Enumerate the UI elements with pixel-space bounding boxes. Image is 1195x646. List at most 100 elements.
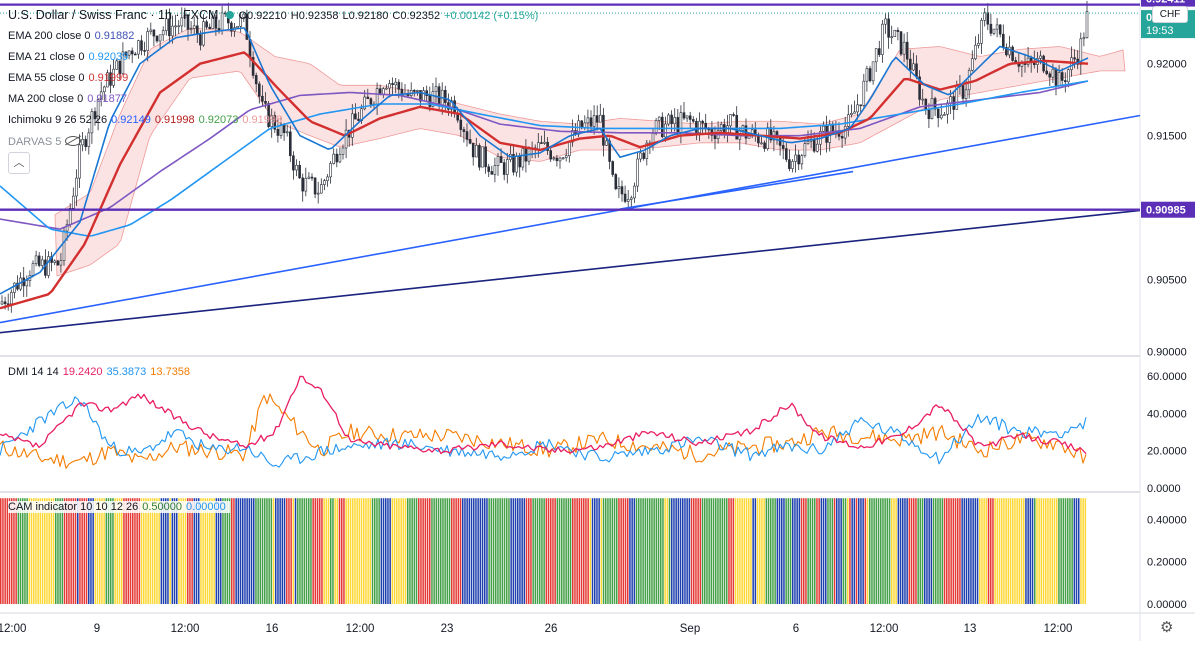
cam-bar [972,498,974,604]
cam-bar [708,498,710,604]
collapse-legend-button[interactable]: ︿ [8,152,30,174]
cam-bar [587,498,589,604]
cam-bar [906,498,908,604]
candle-body [1085,11,1089,38]
legend-ema55[interactable]: EMA 55 close 0 0.91999 [8,72,132,84]
cam-bar [635,498,638,604]
cam-bar [22,498,24,604]
cam-bar [198,498,200,604]
candle-body [840,136,844,139]
legend-ema200[interactable]: EMA 200 close 0 0.91882 [8,30,138,42]
candle-body [552,157,556,160]
legend-dmi[interactable]: DMI 14 14 19.2420 35.3873 13.7358 [8,366,194,378]
cam-bar [162,498,165,604]
candle-body [53,260,57,263]
candle-body [924,98,928,111]
cam-bar [882,498,884,604]
cam-bar [213,498,215,604]
candle-body [822,126,825,132]
cam-bar [200,498,202,604]
symbol-title[interactable]: U.S. Dollar / Swiss Franc · 1h · FXCM [8,8,219,22]
cam-bar [957,498,959,604]
candle-body [499,156,503,163]
dmi-minus-line [0,396,1087,468]
cam-bar [627,498,629,604]
legend-ma200[interactable]: MA 200 close 0 0.91877 [8,93,131,105]
currency-button[interactable]: CHF [1152,6,1188,23]
cam-bar [871,498,873,604]
cam-bar [376,498,378,604]
mid-trendline[interactable] [0,114,1141,324]
cam-bar [624,498,627,604]
cam-bar [855,498,858,604]
cam-bar [429,498,431,604]
time-tick-label: 12:00 [870,623,899,635]
candle-body [1039,55,1042,59]
cam-bar [831,498,834,604]
cam-bar [321,498,323,604]
candle-body [970,58,974,71]
cam-bar [781,498,783,604]
candle-body [629,197,633,200]
cam-bar [334,498,336,604]
ohlc-change: +0.00142 (+0.15%) [444,10,539,22]
lower-trendline[interactable] [0,209,1141,334]
short-trendline[interactable] [619,170,854,210]
cam-bar [822,498,825,604]
cam-bar [695,498,697,604]
candle-body [366,96,370,100]
cam-bar [561,498,563,604]
cam-bar [473,498,475,604]
candle-body [124,51,128,56]
candle-body [682,112,686,119]
candle-body [964,89,968,99]
time-tick-label: 13 [964,623,977,635]
candle-body [251,57,255,76]
cam-bar [519,498,521,604]
candle-body [165,18,168,31]
candle-body [285,131,289,134]
cam-bar [1023,498,1025,604]
cam-bar [523,498,526,604]
cam-bar [686,498,688,604]
cam-bar [44,498,46,604]
cam-bar [226,498,229,604]
candle-body [1051,68,1055,78]
legend-ema21[interactable]: EMA 21 close 0 0.92039 [8,51,132,63]
cam-bar [182,498,185,604]
legend-darvas[interactable]: DARVAS 5 [8,135,85,148]
cam-bar [24,498,26,604]
candle-body [307,176,311,179]
candle-body [664,123,667,138]
hidden-eye-icon[interactable] [65,136,82,146]
candle-body [388,83,391,89]
candle-body [695,121,698,134]
cam-bar [217,498,220,604]
cam-bar [671,498,673,604]
candle-body [59,260,63,266]
legend-cam[interactable]: CAM indicator 10 10 12 26 0.50000 0.00000 [8,501,230,513]
candle-body [65,224,69,232]
gear-icon[interactable]: ⚙ [1160,619,1174,636]
cam-bar [525,498,528,604]
cam-bar [734,498,737,604]
cam-bar [365,498,367,604]
candle-body [3,301,7,305]
cam-bar [530,498,532,604]
cam-bar [281,498,284,604]
cam-bar [158,498,160,604]
cam-bar [292,498,295,604]
candle-body [881,23,884,55]
candle-body [211,16,215,29]
cam-bar [849,498,851,604]
cam-bar [57,498,59,604]
cam-bar [327,498,330,604]
legend-ichimoku[interactable]: Ichimoku 9 26 52 26 0.92149 0.91998 0.92073… [8,114,286,126]
cam-bar [48,498,50,604]
cam-bar [963,498,966,604]
cam-bar [435,498,438,604]
dmi-adx-line [0,393,1087,469]
candle-body [276,129,280,136]
candle-body [47,256,50,276]
